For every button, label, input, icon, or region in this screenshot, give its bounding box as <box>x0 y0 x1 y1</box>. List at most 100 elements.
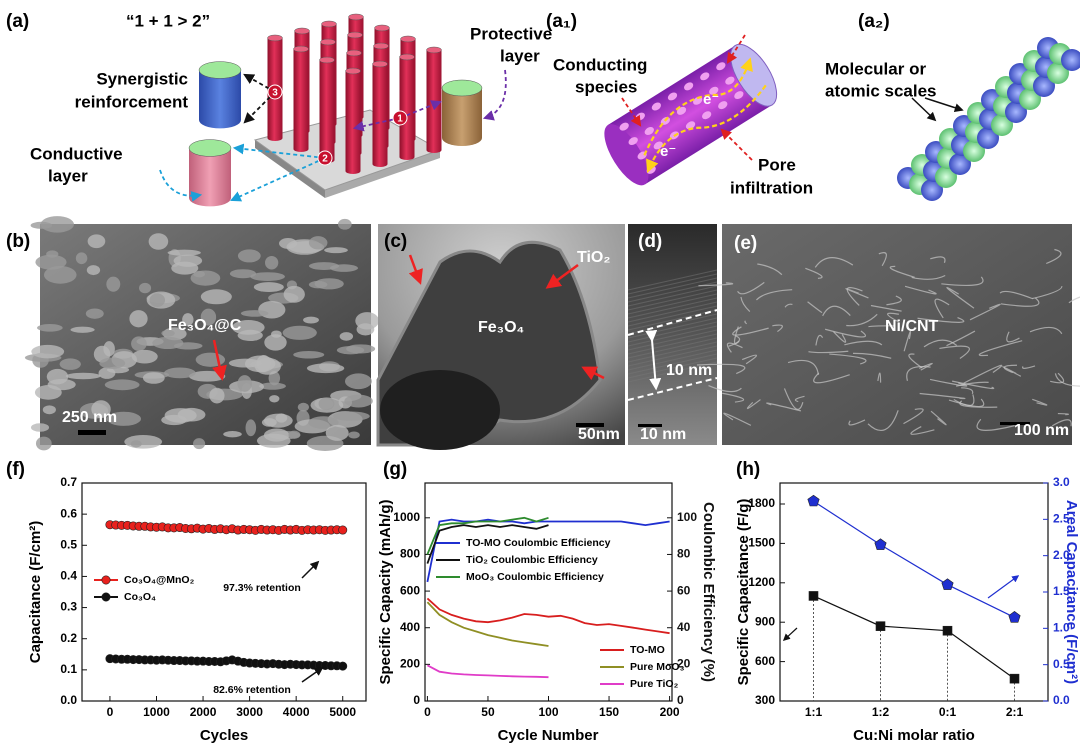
arrow <box>911 97 937 122</box>
nanotube <box>744 320 748 325</box>
label: Fe₃O₄ <box>478 319 524 336</box>
lattice <box>627 357 718 379</box>
nanotube <box>871 305 902 312</box>
grain <box>43 266 77 284</box>
coating-cylinder-top <box>198 61 242 79</box>
panel-label: (g) <box>383 459 407 480</box>
x-tick-label: 2:1 <box>1006 705 1024 719</box>
grain <box>264 334 287 351</box>
grain <box>339 332 354 341</box>
grain <box>318 397 335 411</box>
nanotube <box>722 392 745 403</box>
dashed-arrow <box>230 157 326 202</box>
grain <box>265 255 279 270</box>
step-number: 3 <box>272 88 278 99</box>
panel-label: (a) <box>6 11 29 32</box>
nanotube <box>868 325 894 328</box>
grain <box>149 293 166 308</box>
nanotube <box>794 395 805 403</box>
y2-tick-label: 60 <box>677 583 691 597</box>
nanotube <box>740 296 751 313</box>
y2-tick-label: 1.0 <box>1053 621 1070 635</box>
grain <box>332 411 370 421</box>
atom <box>921 179 943 201</box>
y2-tick-label: 1.5 <box>1053 584 1070 598</box>
nanotube <box>908 353 923 369</box>
nanotube <box>1050 372 1065 384</box>
pore <box>716 62 726 71</box>
y-axis-label: Capacitance (F/cm²) <box>27 521 44 664</box>
pore <box>683 82 694 91</box>
lattice <box>627 353 718 375</box>
nanotube <box>737 281 765 295</box>
nanotube <box>728 335 741 347</box>
sem-image <box>722 224 1072 445</box>
grain <box>256 354 271 373</box>
grain <box>336 346 365 355</box>
grain <box>229 269 257 279</box>
legend-marker <box>101 592 111 602</box>
pore <box>628 137 638 146</box>
series-line <box>426 518 670 583</box>
grain <box>256 433 291 448</box>
lattice <box>627 325 718 347</box>
x-tick-label: 0 <box>107 705 114 719</box>
grain <box>297 402 309 412</box>
plot-frame <box>779 482 1049 702</box>
lattice <box>627 269 718 291</box>
grain <box>209 387 225 404</box>
grain <box>70 326 95 333</box>
chart: (h) 300 600 900 1200 1500 1800 0.0 0.5 1.0 1.5 2.0 2… <box>735 459 1080 744</box>
nanotube <box>784 303 793 308</box>
nanotube <box>1032 398 1048 406</box>
lattice <box>627 337 718 359</box>
dashed-arrow <box>243 73 276 93</box>
x-axis-label: Cycles <box>200 727 248 744</box>
nanotube <box>1057 412 1069 416</box>
y-tick-label: 400 <box>400 620 420 634</box>
lattice <box>627 333 718 355</box>
grain <box>142 372 165 384</box>
nanotube <box>955 381 989 387</box>
grain <box>324 247 348 254</box>
electron: e⁻ <box>703 91 719 108</box>
legend-label: Co₃O₄@MnO₂ <box>124 574 195 586</box>
point <box>808 591 819 601</box>
nanopillar <box>345 71 361 171</box>
grain <box>253 282 284 293</box>
grain <box>37 323 63 332</box>
arrow <box>212 339 227 381</box>
grain <box>86 265 101 276</box>
nanotube <box>815 334 824 346</box>
y-tick-label: 0.6 <box>60 506 77 520</box>
dashed-arrow <box>352 117 401 132</box>
nanotube <box>878 252 887 267</box>
step-marker <box>392 110 408 126</box>
legend-label: TO-MO Coulombic Efficiency <box>466 537 611 549</box>
y-tick-label: 200 <box>400 657 420 671</box>
legend-label: MoO₃ Coulombic Efficiency <box>466 571 604 583</box>
pore <box>653 141 663 150</box>
y-tick-label: 0.1 <box>60 662 77 676</box>
pore <box>619 122 629 131</box>
point <box>807 494 820 507</box>
grain <box>171 261 199 275</box>
nanotube <box>889 265 915 278</box>
grain <box>282 325 317 340</box>
grain <box>228 358 262 368</box>
grain <box>173 342 203 350</box>
nanotube <box>930 410 947 426</box>
label: Fe₃O₄@C <box>168 317 242 334</box>
cylinder-base <box>604 124 649 186</box>
grain <box>269 395 280 403</box>
y2-tick-label: 20 <box>677 657 691 671</box>
grain <box>348 431 360 439</box>
grain <box>104 379 140 391</box>
scale-bar-label: 50nm <box>578 426 620 443</box>
label: Protective <box>470 24 552 43</box>
nanotube <box>814 257 854 268</box>
nanotube <box>877 372 882 383</box>
scale-bar <box>78 430 106 435</box>
grain <box>35 436 52 451</box>
series-line <box>426 664 549 679</box>
